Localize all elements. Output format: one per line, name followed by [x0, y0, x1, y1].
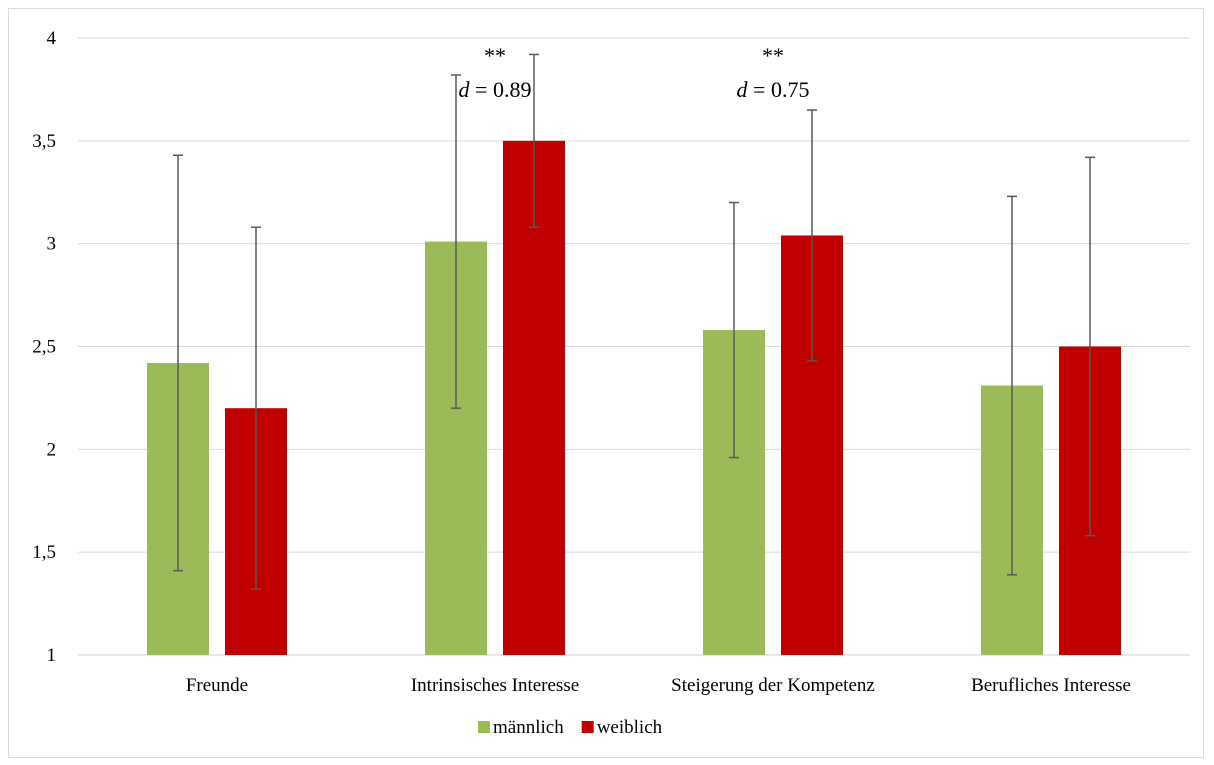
legend-label-weiblich: weiblich: [597, 717, 663, 738]
legend-swatch-weiblich: [581, 721, 594, 733]
bars: [147, 140, 1121, 656]
y-tick-label: 1,5: [32, 542, 56, 563]
x-category-label: Steigerung der Kompetenz: [671, 675, 875, 696]
x-category-label: Intrinsisches Interesse: [411, 675, 579, 696]
legend-swatch-männlich: [478, 721, 490, 733]
effect-size-label: d = 0.89: [459, 77, 532, 102]
significance-stars: **: [484, 43, 506, 68]
x-axis-labels: Freunde Intrinsisches Interesse Steigerung…: [186, 675, 1131, 696]
x-category-label: Berufliches Interesse: [971, 675, 1131, 696]
legend: männlich weiblich: [478, 717, 663, 738]
y-tick-label: 4: [47, 28, 57, 49]
y-tick-label: 2,5: [32, 337, 56, 358]
y-tick-label: 3,5: [32, 131, 56, 152]
y-tick-label: 1: [47, 645, 57, 666]
legend-label-männlich: männlich: [493, 717, 564, 738]
significance-stars: **: [762, 43, 784, 68]
y-tick-label: 2: [47, 439, 57, 460]
y-tick-label: 3: [47, 234, 57, 255]
error-bars: [173, 53, 1095, 590]
x-category-label: Freunde: [186, 675, 248, 696]
y-axis-ticks: 1 1,5 2 2,5 3 3,5 4: [32, 28, 56, 666]
annotations: ** d = 0.89 ** d = 0.75: [459, 43, 810, 102]
effect-size-label: d = 0.75: [737, 77, 810, 102]
